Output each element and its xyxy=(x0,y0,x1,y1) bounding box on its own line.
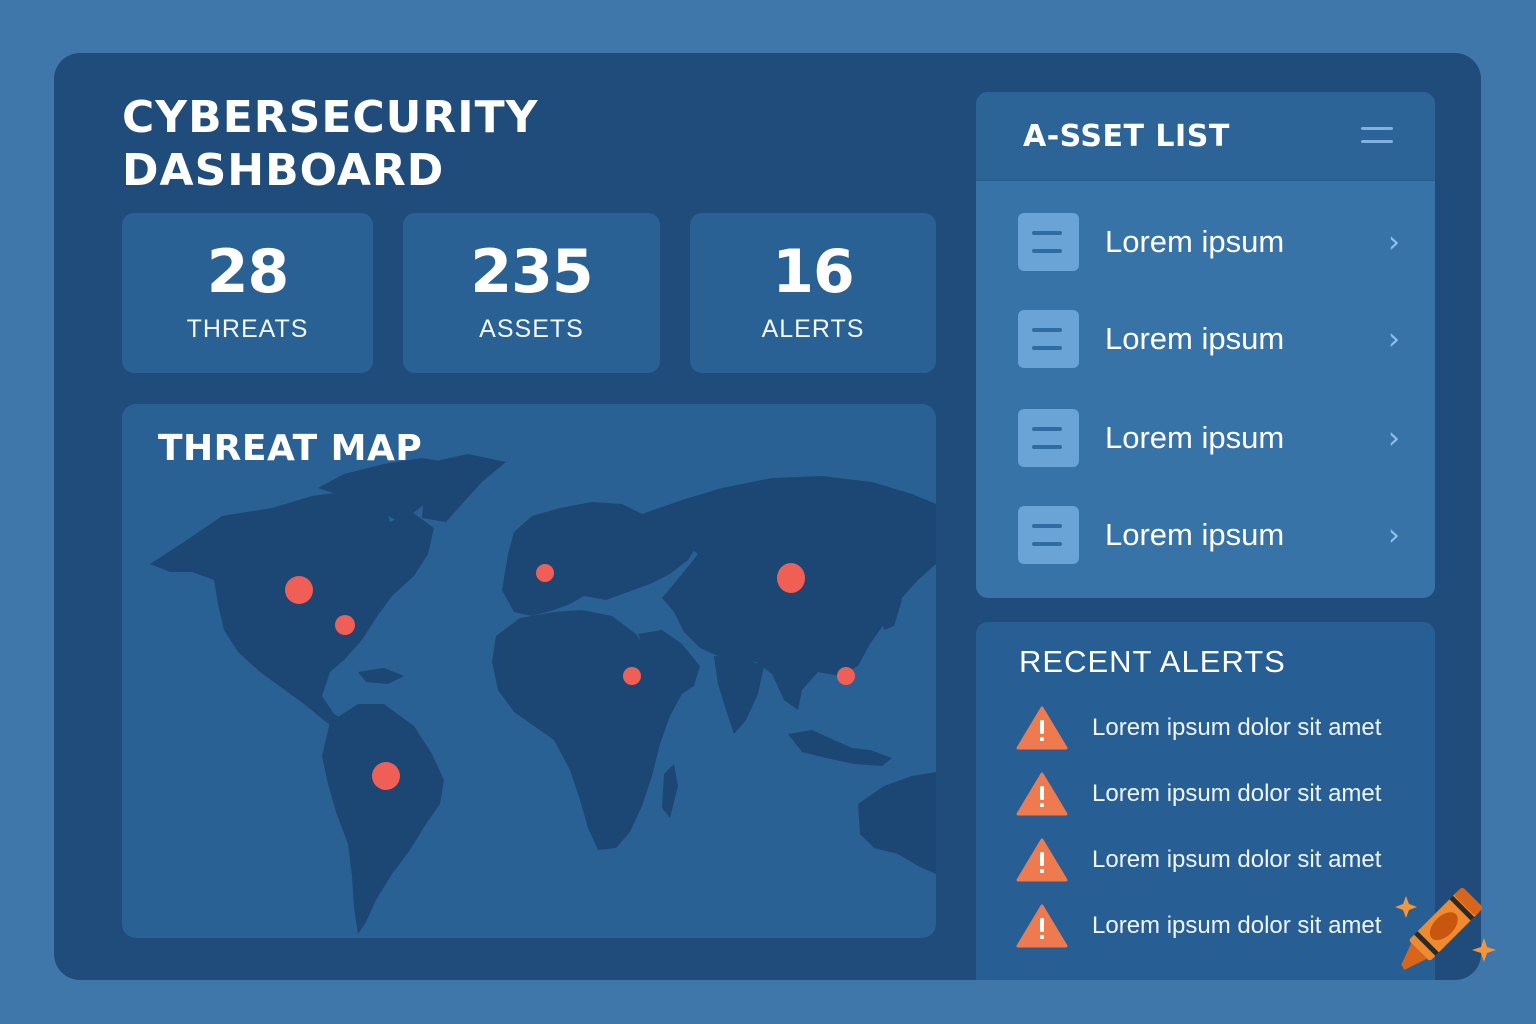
japan xyxy=(880,580,902,630)
alert-item[interactable]: Lorem ipsum dolor sit amet xyxy=(976,838,1435,888)
asia xyxy=(642,476,936,710)
threat-marker-china[interactable] xyxy=(837,667,855,685)
crayon-icon xyxy=(1395,887,1496,971)
india xyxy=(714,656,764,734)
caribbean xyxy=(358,668,404,684)
threat-markers xyxy=(285,563,855,790)
stat-label: ALERTS xyxy=(761,315,865,343)
warning-icon xyxy=(1016,772,1068,816)
europe xyxy=(502,502,702,616)
asset-list-header: A-SSET LIST xyxy=(976,92,1435,181)
alert-item[interactable]: Lorem ipsum dolor sit amet xyxy=(976,772,1435,822)
stat-value: 16 xyxy=(772,237,854,307)
alert-text: Lorem ipsum dolor sit amet xyxy=(1092,846,1382,873)
threat-marker-western-europe[interactable] xyxy=(536,564,554,582)
asset-item-label: Lorem ipsum xyxy=(1105,321,1285,356)
alert-text: Lorem ipsum dolor sit amet xyxy=(1092,714,1382,741)
alert-item[interactable]: Lorem ipsum dolor sit amet xyxy=(976,706,1435,756)
asset-item-label: Lorem ipsum xyxy=(1105,224,1285,259)
threat-marker-egypt[interactable] xyxy=(623,667,641,685)
threat-map-title: THREAT MAP xyxy=(158,428,423,469)
stat-value: 235 xyxy=(470,237,593,307)
greenland-main xyxy=(422,454,506,522)
stat-card-threats[interactable]: 28 THREATS xyxy=(122,213,373,373)
madagascar xyxy=(662,764,678,818)
indonesia xyxy=(788,730,892,766)
chevron-right-icon: › xyxy=(1388,517,1400,553)
stat-card-assets[interactable]: 235 ASSETS xyxy=(403,213,660,373)
recent-alerts-title: RECENT ALERTS xyxy=(1019,644,1286,679)
warning-icon xyxy=(1016,706,1068,750)
alert-text: Lorem ipsum dolor sit amet xyxy=(1092,912,1382,939)
document-icon xyxy=(1018,213,1079,271)
asset-list-item[interactable]: Lorem ipsum › xyxy=(976,290,1435,388)
threat-marker-north-america-central[interactable] xyxy=(285,576,313,604)
stat-value: 28 xyxy=(206,237,289,307)
south-america xyxy=(322,704,444,934)
world-map[interactable] xyxy=(122,404,936,938)
dashboard-frame: CYBERSECURITY DASHBOARD 28 THREATS 235 A… xyxy=(54,53,1481,980)
asset-list-item[interactable]: Lorem ipsum › xyxy=(976,486,1435,584)
threat-map-card: THREAT MAP xyxy=(122,404,936,938)
recent-alerts-card: RECENT ALERTS Lorem ipsum dolor sit amet… xyxy=(976,622,1435,980)
stat-card-alerts[interactable]: 16 ALERTS xyxy=(690,213,936,373)
document-icon xyxy=(1018,310,1079,368)
asset-list-item[interactable]: Lorem ipsum › xyxy=(976,193,1435,291)
asset-list-title: A-SSET LIST xyxy=(1023,118,1230,154)
warning-icon xyxy=(1016,904,1068,948)
asset-list-item[interactable]: Lorem ipsum › xyxy=(976,389,1435,487)
threat-marker-north-america-east[interactable] xyxy=(335,615,355,635)
north-america xyxy=(150,490,434,738)
stat-label: ASSETS xyxy=(479,315,584,343)
threat-marker-brazil[interactable] xyxy=(372,762,400,790)
hamburger-icon[interactable] xyxy=(1361,127,1393,145)
alert-text: Lorem ipsum dolor sit amet xyxy=(1092,780,1382,807)
continents xyxy=(150,454,936,934)
australia xyxy=(858,772,936,874)
threat-marker-russia[interactable] xyxy=(777,563,805,593)
asset-list-card: A-SSET LIST Lorem ipsum › Lorem ipsum › … xyxy=(976,92,1435,598)
chevron-right-icon: › xyxy=(1388,321,1400,357)
chevron-right-icon: › xyxy=(1388,420,1400,456)
alert-item[interactable]: Lorem ipsum dolor sit amet xyxy=(976,904,1435,954)
title-line-2: DASHBOARD xyxy=(122,145,445,196)
uk xyxy=(526,536,546,574)
document-icon xyxy=(1018,506,1079,564)
page-title: CYBERSECURITY DASHBOARD xyxy=(122,91,539,197)
warning-icon xyxy=(1016,838,1068,882)
document-icon xyxy=(1018,409,1079,467)
asset-item-label: Lorem ipsum xyxy=(1105,420,1285,455)
stat-label: THREATS xyxy=(186,315,309,343)
asset-item-label: Lorem ipsum xyxy=(1105,517,1285,552)
title-line-1: CYBERSECURITY xyxy=(122,92,539,143)
arabia xyxy=(638,630,700,698)
chevron-right-icon: › xyxy=(1388,224,1400,260)
